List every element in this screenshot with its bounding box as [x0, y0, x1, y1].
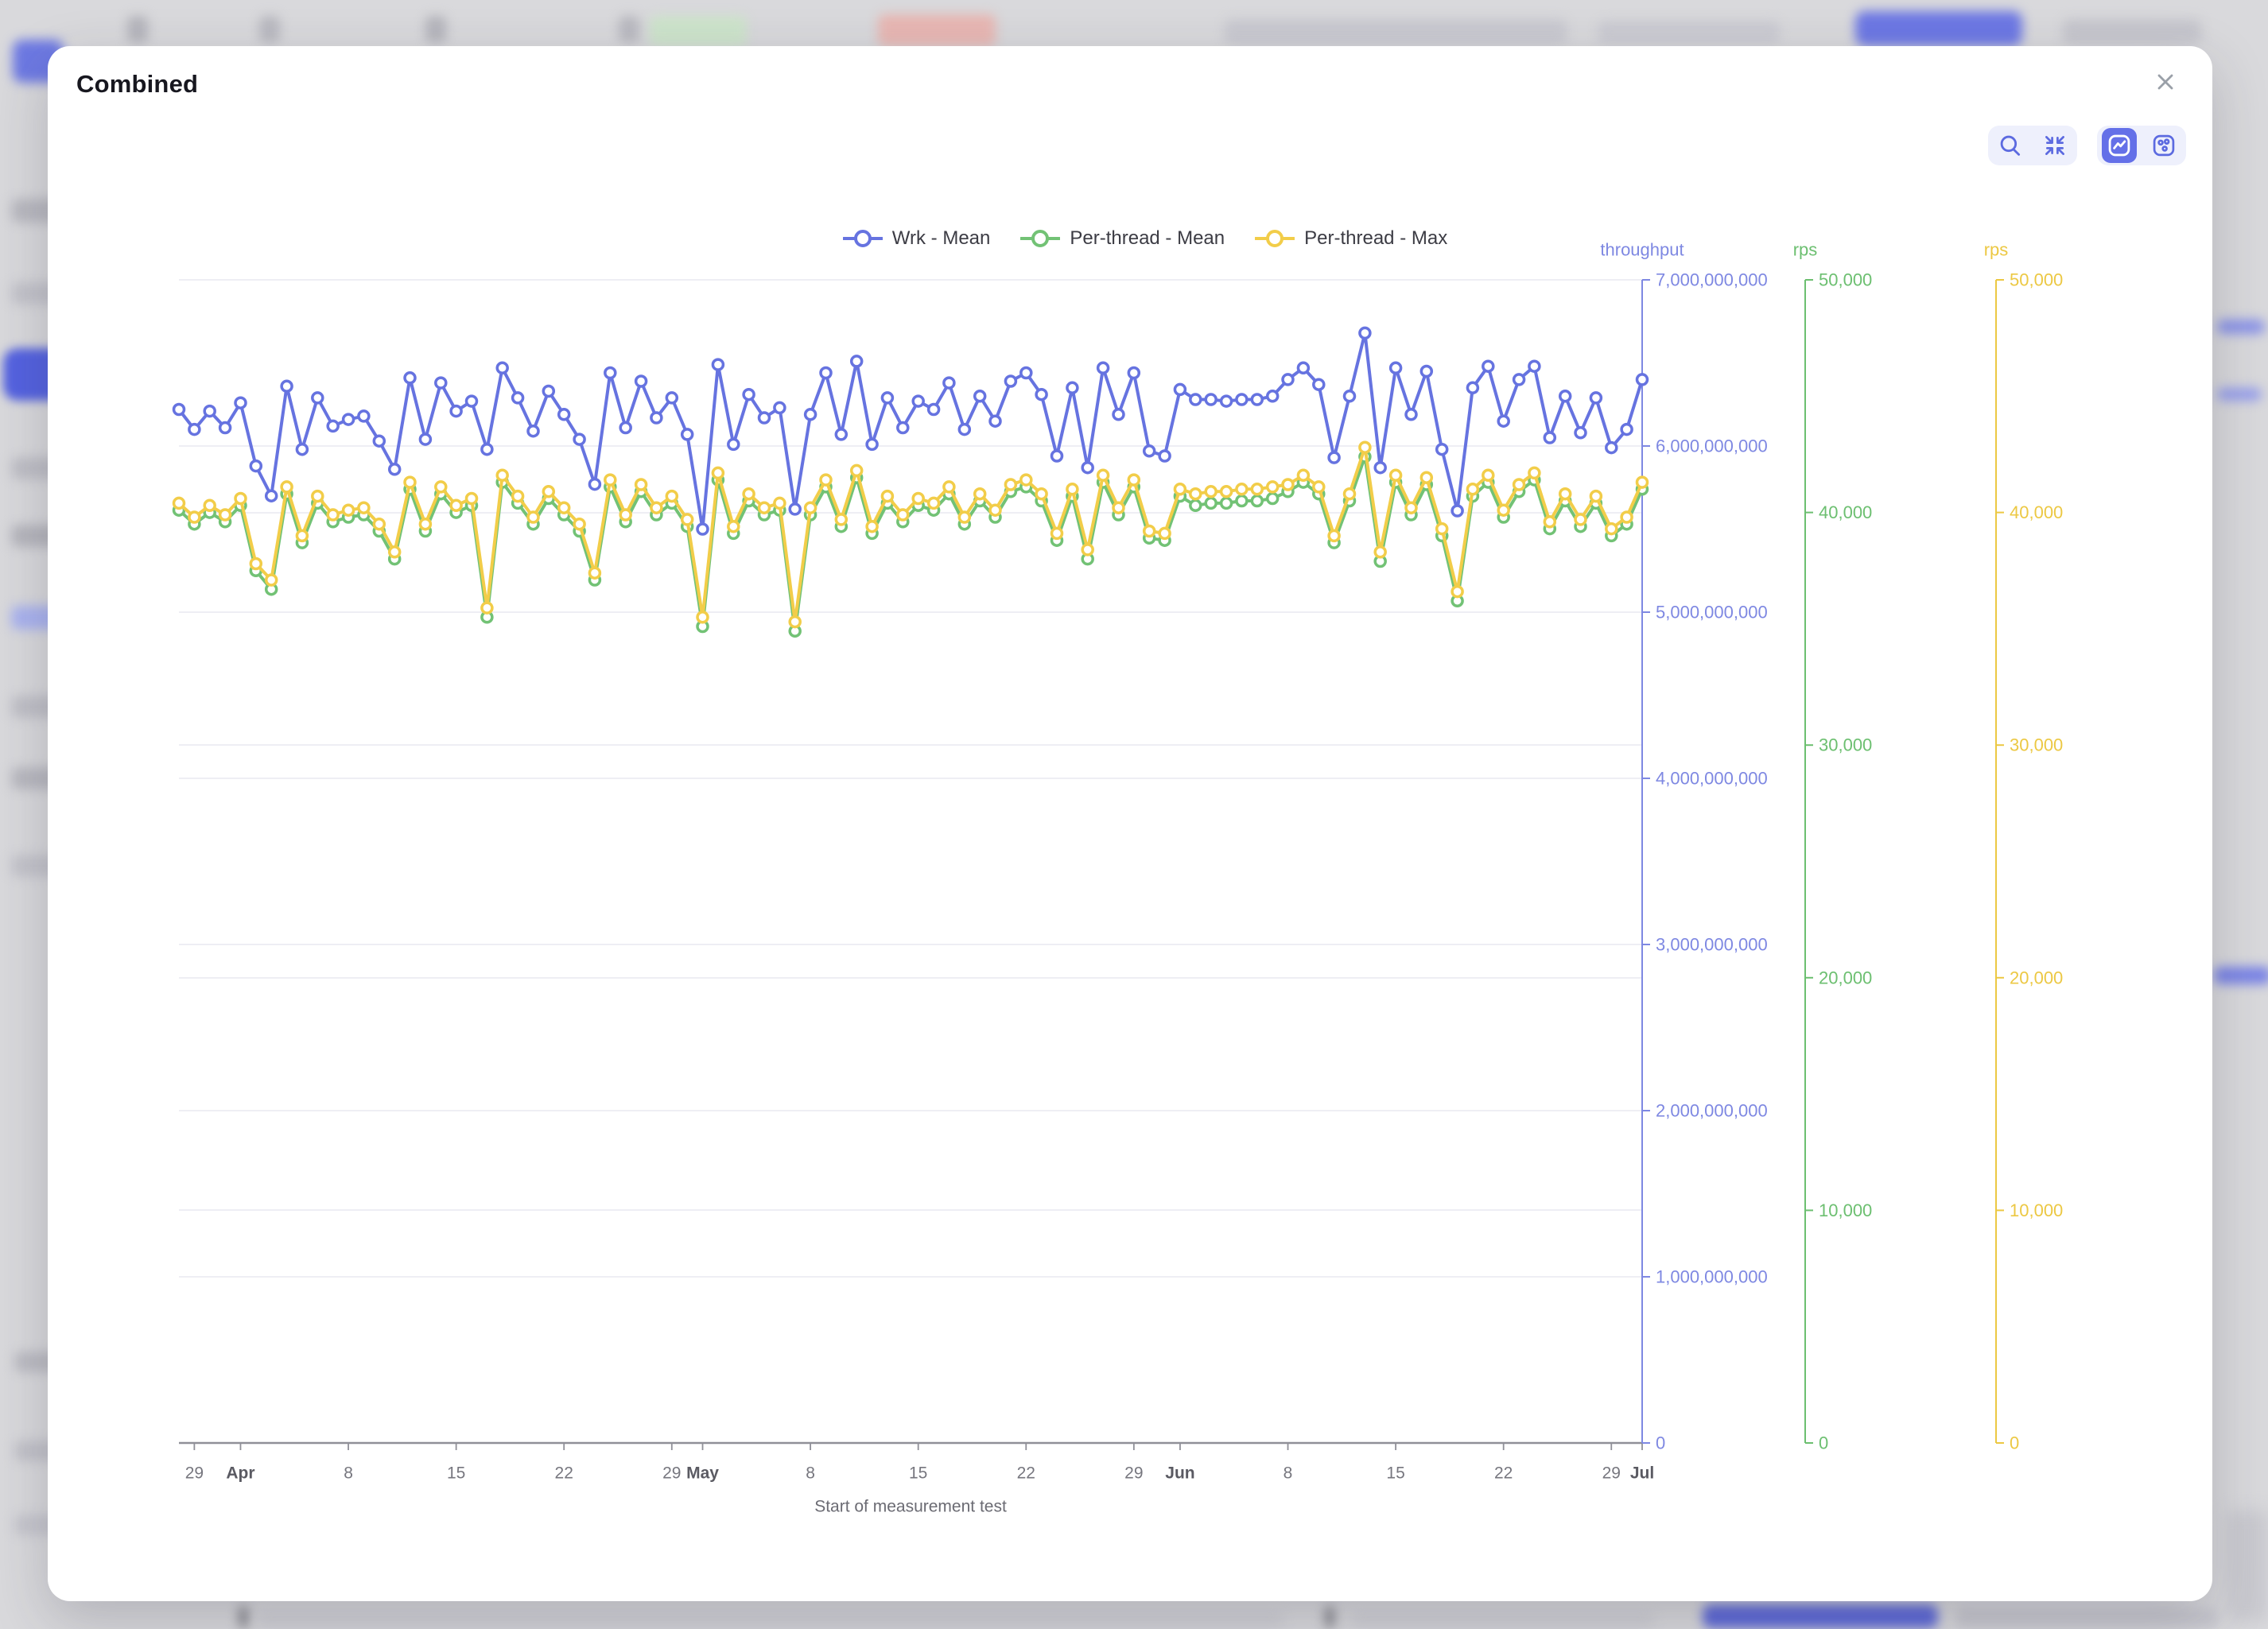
legend-item-1[interactable]: Per-thread - Mean	[1020, 227, 1225, 250]
svg-text:rps: rps	[1793, 240, 1818, 260]
bg-top-bar	[1225, 19, 1567, 45]
bg-top-dot	[619, 16, 639, 43]
legend-marker-icon	[842, 230, 883, 247]
svg-text:29: 29	[185, 1464, 204, 1483]
legend-marker-icon	[1020, 230, 1061, 247]
svg-text:2,000,000,000: 2,000,000,000	[1656, 1101, 1768, 1121]
svg-text:22: 22	[555, 1464, 573, 1483]
chart-type-toolbar	[2097, 126, 2186, 165]
svg-text:10,000: 10,000	[2010, 1200, 2063, 1220]
close-button[interactable]	[2150, 67, 2181, 97]
svg-text:22: 22	[1494, 1464, 1513, 1483]
svg-text:May: May	[686, 1464, 719, 1483]
bg-top-dot	[127, 16, 148, 43]
svg-text:8: 8	[344, 1464, 353, 1483]
svg-text:29: 29	[1602, 1464, 1621, 1483]
legend-item-0[interactable]: Wrk - Mean	[842, 227, 991, 250]
bg-bottom-button-blue	[1703, 1604, 1938, 1628]
svg-text:3,000,000,000: 3,000,000,000	[1656, 935, 1768, 955]
chart-canvas[interactable]: 29 Apr 8 15 22 29 May 8 15 22 29 Jun 8 15 22 29 Jul Start…	[48, 46, 2212, 1601]
bg-bottom-bar	[1352, 1612, 1654, 1628]
legend-label: Wrk - Mean	[891, 227, 991, 249]
magnifier-icon	[2000, 135, 2021, 156]
svg-text:4,000,000,000: 4,000,000,000	[1656, 769, 1768, 789]
svg-text:Jun: Jun	[1165, 1464, 1194, 1483]
legend-label: Per-thread - Max	[1304, 227, 1448, 249]
bg-badge-green	[650, 16, 747, 46]
zoom-button[interactable]	[1993, 128, 2028, 163]
svg-text:Start of measurement test: Start of measurement test	[814, 1498, 1007, 1516]
svg-text:50,000: 50,000	[2010, 270, 2063, 290]
svg-text:40,000: 40,000	[1819, 502, 1872, 522]
svg-text:22: 22	[1017, 1464, 1035, 1483]
svg-text:0: 0	[2010, 1433, 2019, 1453]
collapse-arrows-icon	[2045, 136, 2064, 155]
svg-text:7,000,000,000: 7,000,000,000	[1656, 270, 1768, 290]
svg-text:15: 15	[447, 1464, 465, 1483]
legend-label: Per-thread - Mean	[1070, 227, 1225, 249]
svg-text:40,000: 40,000	[2010, 502, 2063, 522]
combined-chart-dialog: Combined	[48, 46, 2212, 1601]
line-mode-button[interactable]	[2102, 128, 2137, 163]
chart-legend: Wrk - Mean Per-thread - Mean Per-thread - …	[48, 227, 2243, 250]
svg-text:15: 15	[1386, 1464, 1404, 1483]
svg-text:6,000,000,000: 6,000,000,000	[1656, 436, 1768, 456]
bg-top-bar	[2063, 19, 2201, 45]
svg-text:rps: rps	[1984, 240, 2009, 260]
bg-bottom-mark	[1325, 1606, 1334, 1628]
bg-right-link	[2217, 388, 2262, 401]
bg-top-dot	[259, 16, 280, 43]
svg-text:29: 29	[662, 1464, 681, 1483]
line-chart-icon	[2108, 134, 2130, 157]
svg-text:throughput: throughput	[1600, 240, 1684, 260]
svg-text:20,000: 20,000	[2010, 968, 2063, 987]
svg-text:8: 8	[1284, 1464, 1293, 1483]
bg-right-link	[2217, 320, 2265, 334]
bg-bottom-mark	[239, 1606, 248, 1628]
legend-item-2[interactable]: Per-thread - Max	[1255, 227, 1447, 250]
bg-bottom-bar	[1956, 1608, 2219, 1628]
zoom-toolbar	[1988, 126, 2077, 165]
bg-top-button-blue	[1855, 11, 2022, 46]
zoom-reset-button[interactable]	[2037, 128, 2072, 163]
bg-bottom-bar	[258, 1612, 1284, 1628]
close-icon	[2157, 74, 2173, 90]
scatter-plot-icon	[2153, 134, 2175, 157]
bg-right-card	[2227, 1511, 2268, 1622]
scatter-mode-button[interactable]	[2146, 128, 2181, 163]
svg-text:50,000: 50,000	[1819, 270, 1872, 290]
svg-text:0: 0	[1656, 1433, 1665, 1453]
svg-text:0: 0	[1819, 1433, 1828, 1453]
svg-text:15: 15	[909, 1464, 927, 1483]
svg-text:10,000: 10,000	[1819, 1200, 1872, 1220]
dialog-title: Combined	[76, 70, 199, 98]
svg-text:1,000,000,000: 1,000,000,000	[1656, 1267, 1768, 1287]
svg-text:20,000: 20,000	[1819, 968, 1872, 987]
bg-right-link	[2214, 967, 2268, 984]
svg-text:29: 29	[1124, 1464, 1143, 1483]
svg-text:30,000: 30,000	[1819, 735, 1872, 755]
bg-top-bar	[1598, 21, 1780, 45]
bg-badge-red	[878, 14, 996, 46]
legend-marker-icon	[1255, 230, 1295, 247]
svg-text:Apr: Apr	[226, 1464, 254, 1483]
svg-text:30,000: 30,000	[2010, 735, 2063, 755]
svg-text:5,000,000,000: 5,000,000,000	[1656, 603, 1768, 623]
svg-text:8: 8	[806, 1464, 815, 1483]
bg-top-dot	[425, 16, 446, 43]
svg-text:Jul: Jul	[1630, 1464, 1654, 1483]
